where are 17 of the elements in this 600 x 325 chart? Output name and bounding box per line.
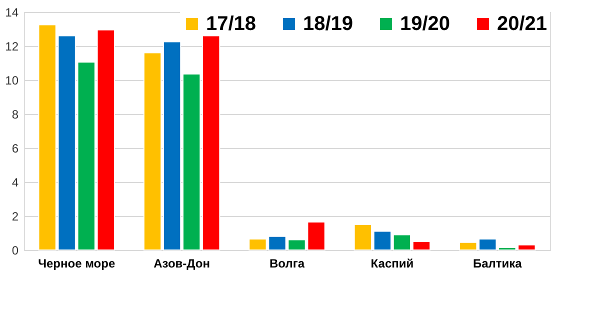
y-tick-label: 8 xyxy=(12,108,19,122)
legend-label: 18/19 xyxy=(303,13,354,35)
y-tick-label: 10 xyxy=(5,74,19,88)
legend-label: 19/20 xyxy=(400,13,450,35)
legend-label: 20/21 xyxy=(497,13,548,35)
x-tick-label: Волга xyxy=(270,256,305,270)
legend-label: 17/18 xyxy=(206,13,256,35)
x-tick-label: Балтика xyxy=(472,256,522,270)
x-tick-label: Черное море xyxy=(38,256,116,270)
y-tick-label: 6 xyxy=(12,142,19,156)
x-tick-label: Азов-Дон xyxy=(154,256,210,270)
x-tick-label: Каспий xyxy=(370,256,414,270)
y-tick-label: 4 xyxy=(12,176,19,190)
y-tick-label: 2 xyxy=(12,210,19,224)
y-tick-label: 12 xyxy=(5,40,19,54)
y-tick-label: 14 xyxy=(5,6,19,20)
y-tick-label: 0 xyxy=(12,244,19,258)
